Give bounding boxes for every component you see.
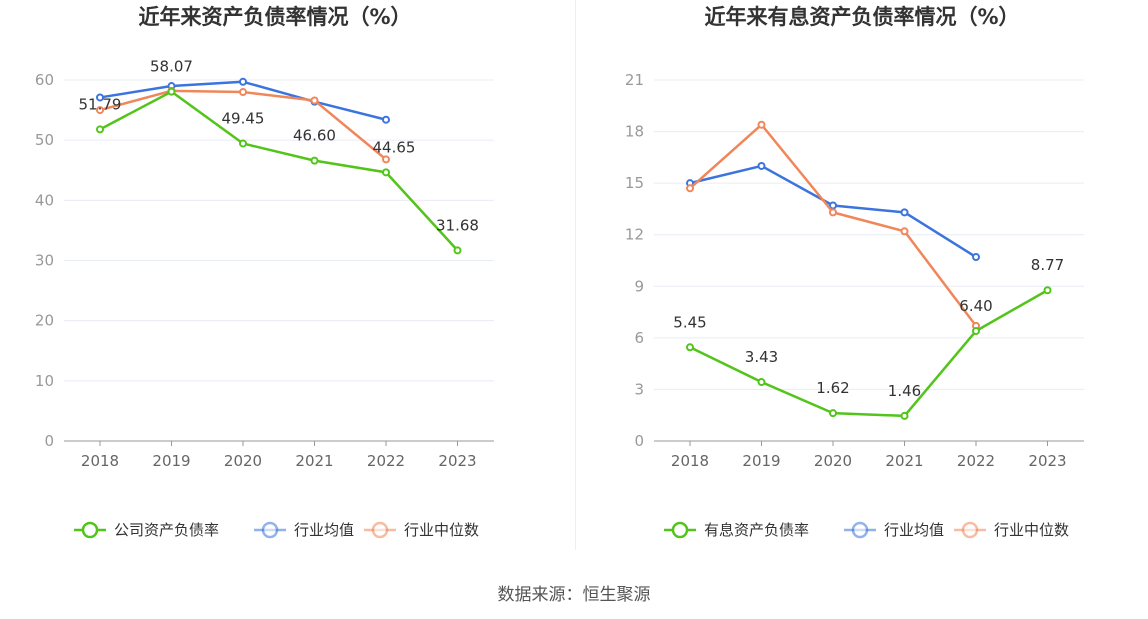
data-point-company [1043, 286, 1052, 295]
legend-marker-icon [261, 521, 279, 539]
legend-item-industry_avg[interactable]: 行业均值 [254, 521, 354, 539]
data-label: 1.46 [888, 382, 921, 400]
y-tick-label: 50 [35, 131, 54, 149]
data-label: 51.79 [79, 95, 122, 113]
y-tick-label: 10 [35, 372, 54, 390]
y-tick-label: 20 [35, 312, 54, 330]
y-tick-label: 18 [625, 123, 644, 141]
x-tick-label: 2018 [671, 452, 709, 470]
data-point-industry_median [382, 155, 390, 164]
data-source-note: 数据来源：恒生聚源 [497, 585, 651, 605]
data-point-industry_median [686, 184, 694, 193]
legend-marker-icon [81, 521, 99, 539]
legend-label: 行业中位数 [404, 521, 479, 539]
data-label: 44.65 [373, 138, 416, 156]
data-point-company [900, 411, 909, 420]
legend-marker-icon [851, 521, 869, 539]
x-tick-label: 2019 [742, 452, 780, 470]
data-label: 8.77 [1031, 256, 1064, 274]
legend-label: 行业均值 [294, 521, 354, 539]
y-tick-label: 0 [44, 432, 54, 450]
y-tick-label: 9 [634, 277, 644, 295]
data-label: 49.45 [222, 109, 265, 127]
data-point-company [310, 156, 319, 165]
x-tick-label: 2022 [957, 452, 995, 470]
y-tick-label: 15 [625, 174, 644, 192]
y-tick-label: 0 [634, 432, 644, 450]
data-point-company [453, 246, 462, 255]
data-point-company [96, 125, 104, 134]
legend-label: 公司资产负债率 [114, 521, 219, 539]
data-label: 5.45 [673, 313, 706, 331]
x-tick-label: 2018 [81, 452, 119, 470]
x-tick-label: 2019 [152, 452, 190, 470]
x-tick-label: 2023 [1028, 452, 1066, 470]
data-label: 58.07 [150, 58, 193, 76]
legend-label: 行业均值 [884, 521, 944, 539]
data-point-industry_median [829, 208, 837, 217]
chart-title: 近年来有息资产负债率情况（%） [704, 5, 1019, 29]
y-tick-label: 6 [634, 329, 644, 347]
data-label: 31.68 [436, 216, 479, 234]
legend-item-company[interactable]: 公司资产负债率 [74, 521, 219, 539]
x-tick-label: 2023 [438, 452, 476, 470]
y-tick-label: 30 [35, 252, 54, 270]
legend-label: 有息资产负债率 [704, 521, 809, 539]
data-point-company [686, 343, 694, 352]
data-point-industry_median [310, 96, 319, 105]
panel-divider [575, 0, 576, 550]
data-point-industry_avg [757, 161, 766, 170]
data-label: 3.43 [745, 348, 778, 366]
data-point-industry_avg [829, 201, 837, 210]
legend-item-industry_median[interactable]: 行业中位数 [364, 521, 479, 539]
legend-marker-icon [371, 521, 389, 539]
legend-label: 行业中位数 [994, 521, 1069, 539]
legend-marker-icon [671, 521, 689, 539]
data-point-company [382, 168, 390, 177]
series-line-company [689, 289, 1049, 418]
data-point-industry_avg [972, 253, 980, 262]
series-line-company [99, 90, 459, 252]
data-point-company [829, 409, 837, 418]
legend-item-company[interactable]: 有息资产负债率 [664, 521, 809, 539]
data-point-company [239, 139, 247, 148]
legend-item-industry_avg[interactable]: 行业均值 [844, 521, 944, 539]
y-tick-label: 12 [625, 226, 644, 244]
x-tick-label: 2021 [885, 452, 923, 470]
y-tick-label: 21 [625, 71, 644, 89]
chart-asset-liability-ratio: 近年来资产负债率情况（%） 0 10 20 30 40 50 60 2018 2019 2020 20… [35, 5, 494, 539]
x-tick-label: 2020 [814, 452, 852, 470]
y-tick-label: 40 [35, 191, 54, 209]
data-point-company [972, 326, 980, 335]
data-point-industry_avg [382, 115, 390, 124]
y-tick-label: 60 [35, 71, 54, 89]
data-point-company [757, 378, 766, 387]
y-tick-label: 3 [634, 380, 644, 398]
x-tick-label: 2020 [224, 452, 262, 470]
data-point-industry_median [96, 106, 104, 115]
data-point-industry_median [239, 88, 247, 97]
x-tick-label: 2022 [367, 452, 405, 470]
data-point-company [167, 87, 176, 96]
data-point-industry_avg [239, 77, 247, 86]
data-label: 6.40 [959, 297, 992, 315]
data-point-industry_median [900, 227, 909, 236]
chart-title: 近年来资产负债率情况（%） [138, 5, 411, 29]
data-point-industry_avg [96, 93, 104, 102]
chart-interest-bearing-liability-ratio: 近年来有息资产负债率情况（%） 0 3 6 9 12 15 18 21 2018 2019 2020 2… [625, 5, 1084, 539]
legend-item-industry_median[interactable]: 行业中位数 [954, 521, 1069, 539]
x-tick-label: 2021 [295, 452, 333, 470]
legend-marker-icon [961, 521, 979, 539]
data-point-industry_avg [900, 208, 909, 217]
data-label: 1.62 [816, 379, 849, 397]
series-line-industry_median [689, 123, 977, 327]
data-point-industry_median [757, 120, 766, 129]
data-label: 46.60 [293, 127, 336, 145]
